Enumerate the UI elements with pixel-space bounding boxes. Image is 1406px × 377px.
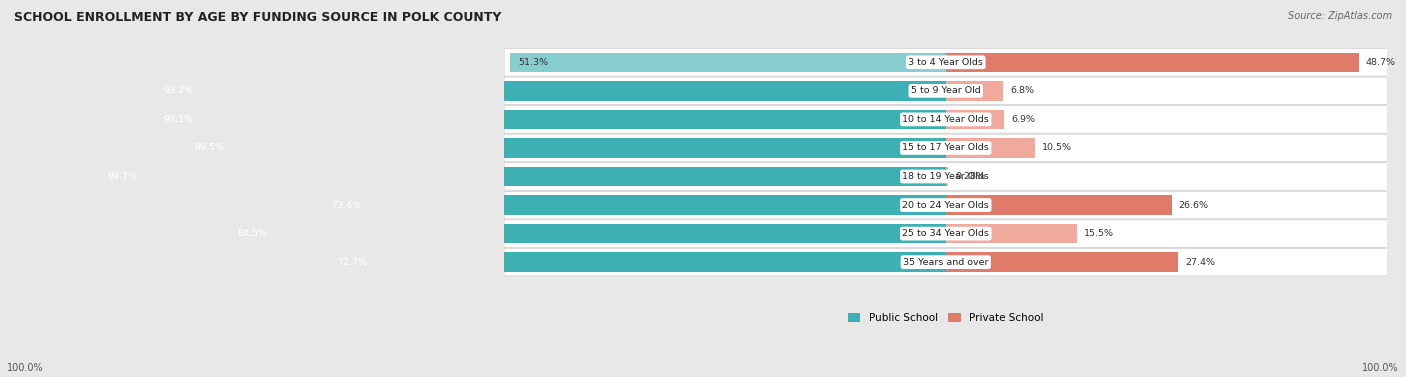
Text: 84.5%: 84.5% bbox=[236, 229, 267, 238]
Bar bbox=[946, 167, 948, 186]
FancyBboxPatch shape bbox=[505, 163, 1406, 190]
Text: 73.4%: 73.4% bbox=[330, 201, 361, 210]
Text: 100.0%: 100.0% bbox=[1362, 363, 1399, 373]
Bar bbox=[100, 167, 946, 186]
Text: 0.28%: 0.28% bbox=[955, 172, 986, 181]
Bar bbox=[510, 52, 946, 72]
Text: 18 to 19 Year Olds: 18 to 19 Year Olds bbox=[903, 172, 988, 181]
Text: 26.6%: 26.6% bbox=[1178, 201, 1208, 210]
Bar bbox=[946, 138, 1035, 158]
Text: 48.7%: 48.7% bbox=[1367, 58, 1396, 67]
Text: 72.7%: 72.7% bbox=[337, 257, 367, 267]
FancyBboxPatch shape bbox=[505, 134, 1406, 162]
FancyBboxPatch shape bbox=[505, 106, 1406, 133]
Text: 93.2%: 93.2% bbox=[163, 86, 193, 95]
Text: 10 to 14 Year Olds: 10 to 14 Year Olds bbox=[903, 115, 988, 124]
Bar bbox=[156, 110, 946, 129]
Bar bbox=[155, 81, 946, 101]
Bar bbox=[946, 253, 1178, 272]
Text: 99.7%: 99.7% bbox=[108, 172, 138, 181]
FancyBboxPatch shape bbox=[505, 192, 1406, 219]
FancyBboxPatch shape bbox=[505, 77, 1406, 104]
Bar bbox=[946, 110, 1004, 129]
Text: Source: ZipAtlas.com: Source: ZipAtlas.com bbox=[1288, 11, 1392, 21]
Text: 3 to 4 Year Olds: 3 to 4 Year Olds bbox=[908, 58, 983, 67]
Bar bbox=[228, 224, 946, 243]
Bar bbox=[946, 81, 1004, 101]
FancyBboxPatch shape bbox=[505, 49, 1406, 76]
Text: 15 to 17 Year Olds: 15 to 17 Year Olds bbox=[903, 144, 988, 152]
Text: SCHOOL ENROLLMENT BY AGE BY FUNDING SOURCE IN POLK COUNTY: SCHOOL ENROLLMENT BY AGE BY FUNDING SOUR… bbox=[14, 11, 502, 24]
Text: 10.5%: 10.5% bbox=[1042, 144, 1071, 152]
Text: 5 to 9 Year Old: 5 to 9 Year Old bbox=[911, 86, 980, 95]
Text: 89.5%: 89.5% bbox=[194, 144, 225, 152]
Text: 6.8%: 6.8% bbox=[1011, 86, 1035, 95]
Bar bbox=[186, 138, 946, 158]
Bar bbox=[946, 195, 1171, 215]
Text: 35 Years and over: 35 Years and over bbox=[903, 257, 988, 267]
Text: 51.3%: 51.3% bbox=[519, 58, 548, 67]
Text: 25 to 34 Year Olds: 25 to 34 Year Olds bbox=[903, 229, 990, 238]
Bar bbox=[946, 224, 1077, 243]
Text: 15.5%: 15.5% bbox=[1084, 229, 1114, 238]
Text: 93.1%: 93.1% bbox=[165, 115, 194, 124]
Bar bbox=[322, 195, 946, 215]
Bar bbox=[946, 52, 1360, 72]
Text: 6.9%: 6.9% bbox=[1011, 115, 1035, 124]
Text: 27.4%: 27.4% bbox=[1185, 257, 1215, 267]
FancyBboxPatch shape bbox=[505, 248, 1406, 276]
Text: 20 to 24 Year Olds: 20 to 24 Year Olds bbox=[903, 201, 988, 210]
Bar bbox=[329, 253, 946, 272]
Text: 100.0%: 100.0% bbox=[7, 363, 44, 373]
FancyBboxPatch shape bbox=[505, 220, 1406, 247]
Legend: Public School, Private School: Public School, Private School bbox=[844, 309, 1047, 327]
